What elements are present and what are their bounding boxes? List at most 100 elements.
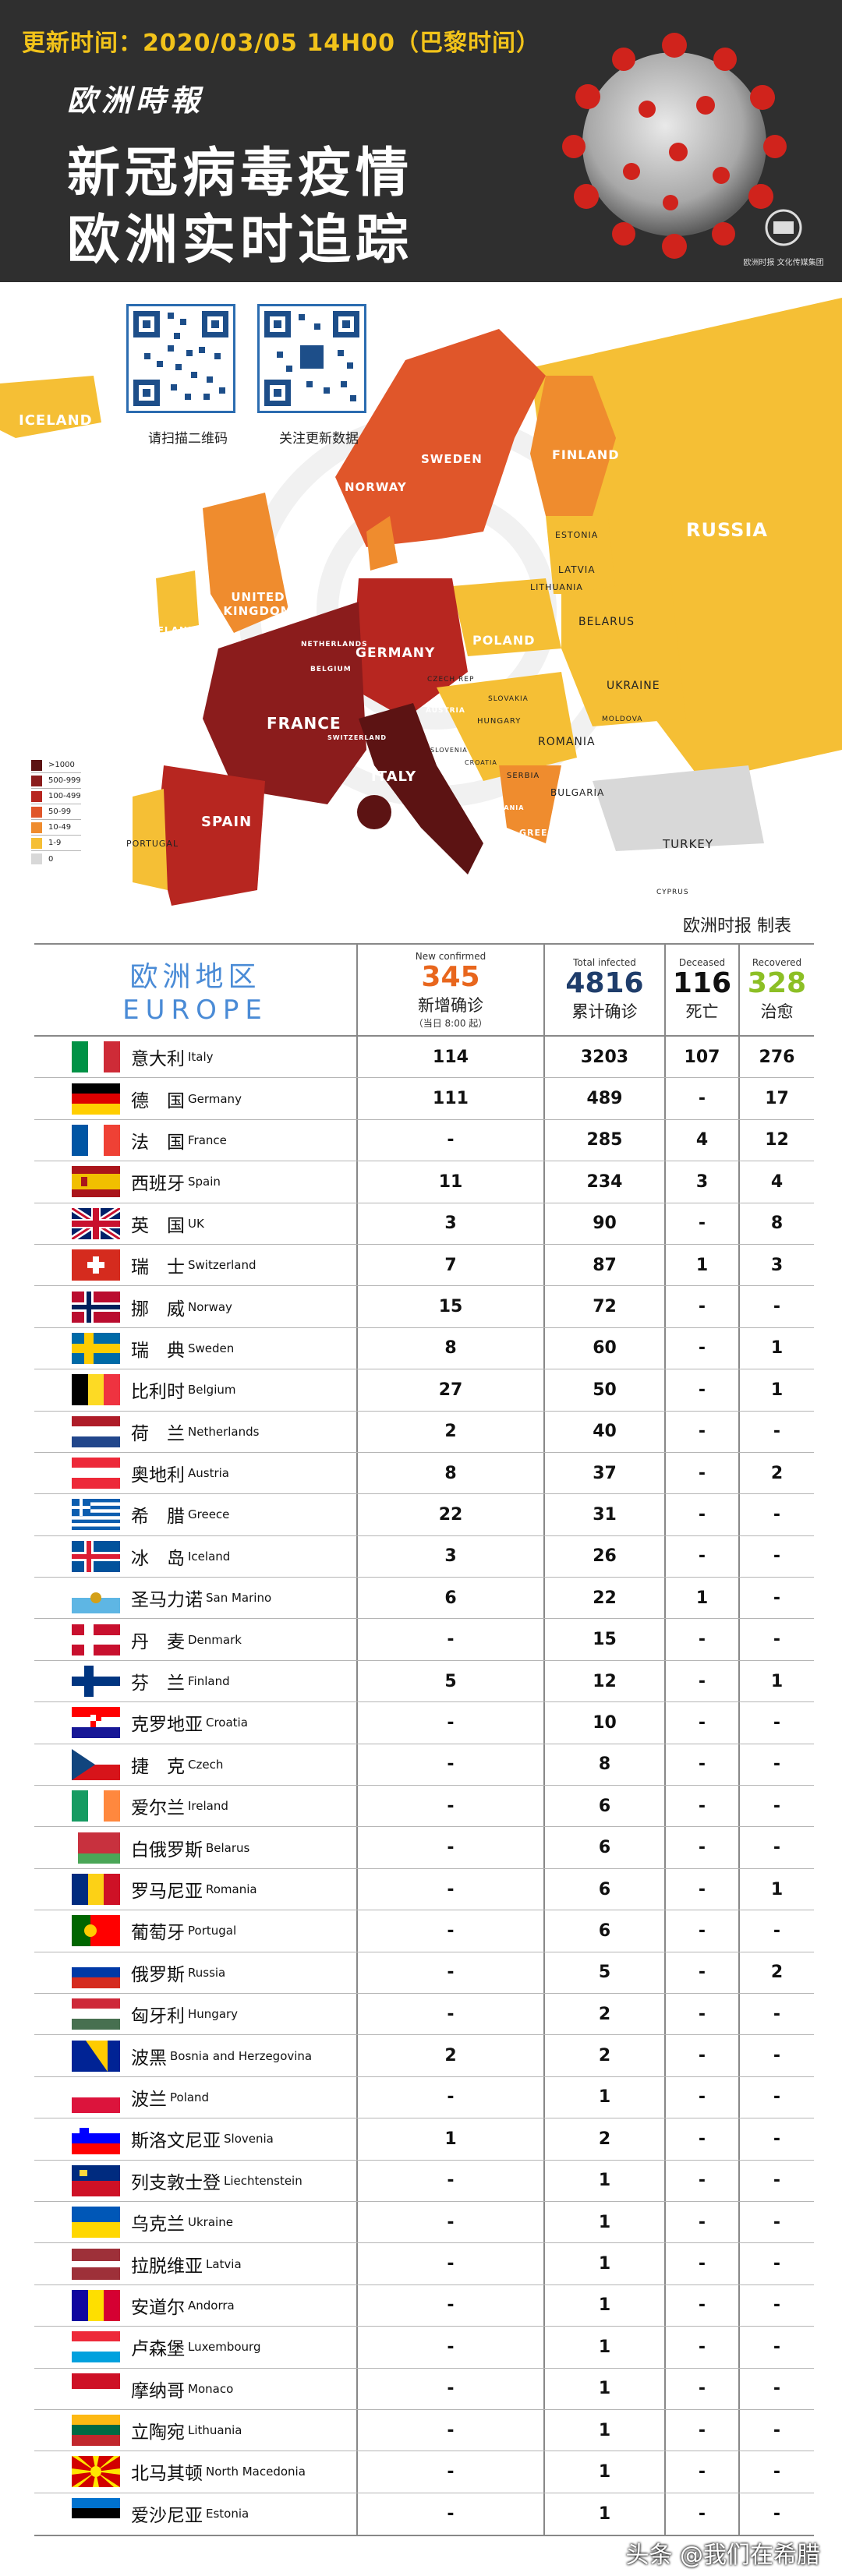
country-name-en: Monaco: [188, 2381, 234, 2396]
deceased-cell: -: [666, 2493, 740, 2535]
deceased-cell: -: [666, 1369, 740, 1411]
total-infected-cell: 1: [545, 2160, 666, 2201]
country-cell: 葡萄牙 Portugal: [34, 1910, 358, 1952]
deceased-cell: -: [666, 1744, 740, 1786]
country-name-en: Poland: [170, 2090, 210, 2104]
recovered-cell: -: [773, 1838, 781, 1858]
country-label: HUNGARY: [477, 717, 522, 726]
publisher-logo-text: 欧洲时报 文化传媒集团: [743, 259, 824, 267]
hungary-flag-icon: [72, 1998, 120, 2030]
qr-code-1[interactable]: [126, 304, 235, 413]
country-label: CROATIA: [465, 759, 497, 766]
total-infected-cell: 1: [545, 2243, 666, 2284]
new-confirmed-cell: -: [358, 2327, 545, 2368]
recovered-cell: 2: [770, 1463, 784, 1483]
table-row: 英 国 UK 3 90 - 8: [34, 1203, 814, 1245]
total-infected-cell: 285: [545, 1119, 666, 1161]
qr-label-1: 请扫描二维码: [148, 431, 228, 447]
country-name-cn: 挪 威: [131, 1299, 185, 1320]
country-name-en: UK: [188, 1216, 204, 1231]
new-confirmed-total: 345: [421, 960, 480, 993]
country-name-en: Liechtenstein: [224, 2173, 302, 2188]
recovered-cell: -: [773, 2087, 781, 2108]
romania-flag-icon: [72, 1874, 120, 1905]
country-label: LATVIA: [558, 564, 596, 575]
table-row: 白俄罗斯 Belarus - 6 - -: [34, 1827, 814, 1869]
new-confirmed-cell: -: [358, 1619, 545, 1660]
luxembourg-flag-icon: [72, 2331, 120, 2363]
recovered-cell: -: [773, 2004, 781, 2024]
country-cell: 意大利 Italy: [34, 1037, 358, 1078]
table-row: 挪 威 Norway 15 72 - -: [34, 1286, 814, 1328]
ukraine-flag-icon: [72, 2207, 120, 2239]
country-cell: 挪 威 Norway: [34, 1286, 358, 1327]
deceased-cell: 107: [666, 1037, 740, 1078]
uk-flag-icon: [72, 1207, 120, 1239]
new-confirmed-cell: 1: [358, 2118, 545, 2160]
deceased-cell: 1: [666, 1244, 740, 1286]
recovered-cell: 276: [759, 1047, 795, 1067]
country-name-cn: 乌克兰: [131, 2214, 185, 2235]
new-confirmed-cell: 111: [358, 1078, 545, 1119]
deceased-cell: -: [666, 1286, 740, 1327]
country-name-cn: 摩纳哥: [131, 2380, 185, 2401]
recovered-cell: 3: [770, 1255, 784, 1275]
deceased-en: Deceased: [678, 957, 726, 968]
country-name-en: Italy: [188, 1050, 214, 1065]
country-label: NORWAY: [345, 480, 407, 494]
total-infected-cell: 1: [545, 2368, 666, 2409]
deceased-cell: -: [666, 1952, 740, 1993]
table-row: 卢森堡 Luxembourg - 1 - -: [34, 2327, 814, 2369]
country-name-cn: 立陶宛: [131, 2422, 185, 2443]
total-infected-cell: 2: [545, 1993, 666, 2035]
deceased-cell: 1: [666, 1578, 740, 1619]
country-name-en: Austria: [188, 1466, 229, 1481]
country-cell: 冰 岛 Iceland: [34, 1535, 358, 1578]
country-cell: 波黑 Bosnia and Herzegovina: [34, 2035, 358, 2076]
country-label: CZECH REP: [427, 676, 475, 684]
country-name-cn: 波黑: [131, 2048, 167, 2069]
monaco-flag-icon: [72, 2373, 120, 2405]
country-label: PORTUGAL: [126, 839, 179, 849]
table-row: 法 国 France - 285 4 12: [34, 1119, 814, 1162]
table-row: 意大利 Italy 114 3203 107 276: [34, 1037, 814, 1079]
recovered-cell: -: [773, 1712, 781, 1733]
recovered-cell: -: [773, 2129, 781, 2149]
country-label: SWITZERLAND: [327, 734, 387, 741]
new-confirmed-cell: 7: [358, 1244, 545, 1286]
country-label: AUSTRIA: [426, 707, 465, 715]
country-name-cn: 意大利: [131, 1049, 185, 1070]
country-cell: 比利时 Belgium: [34, 1369, 358, 1411]
recovered-cell: 1: [770, 1380, 784, 1400]
table-row: 荷 兰 Netherlands 2 40 - -: [34, 1411, 814, 1453]
country-cell: 列支敦士登 Liechtenstein: [34, 2160, 358, 2201]
country-label: TURKEY: [663, 837, 714, 851]
country-name-cn: 安道尔: [131, 2297, 185, 2318]
legend-label: 100-499: [48, 792, 81, 800]
country-cell: 乌克兰 Ukraine: [34, 2201, 358, 2243]
country-label: FINLAND: [552, 447, 620, 462]
qr-code-2[interactable]: [257, 304, 366, 413]
recovered-cell: -: [773, 2461, 781, 2482]
country-label: NETHERLANDS: [301, 641, 368, 648]
country-cell: 丹 麦 Denmark: [34, 1619, 358, 1660]
new-confirmed-cell: 3: [358, 1203, 545, 1244]
new-confirmed-cell: -: [358, 1702, 545, 1744]
total-infected-header: Total infected 4816 累计确诊: [545, 945, 666, 1035]
total-infected-cell: 1: [545, 2493, 666, 2535]
country-label: POLAND: [472, 633, 536, 648]
new-confirmed-cell: -: [358, 1744, 545, 1786]
table-row: 罗马尼亚 Romania - 6 - 1: [34, 1868, 814, 1911]
country-cell: 匈牙利 Hungary: [34, 1993, 358, 2035]
table-row: 拉脱维亚 Latvia - 1 - -: [34, 2243, 814, 2285]
coronavirus-illustration: [562, 33, 787, 259]
country-label: FRANCE: [267, 714, 341, 733]
recovered-cell: 17: [765, 1089, 789, 1109]
table-row: 西班牙 Spain 11 234 3 4: [34, 1161, 814, 1203]
new-confirmed-sub: （当日 8:00 起）: [413, 1017, 488, 1029]
map-legend: >1000 500-999 100-499 50-99 10-49 1-9 0: [31, 758, 81, 867]
denmark-flag-icon: [72, 1624, 120, 1655]
italy-flag-icon: [72, 1041, 120, 1073]
deceased-cell: -: [666, 1702, 740, 1744]
table-row: 德 国 Germany 111 489 - 17: [34, 1078, 814, 1120]
